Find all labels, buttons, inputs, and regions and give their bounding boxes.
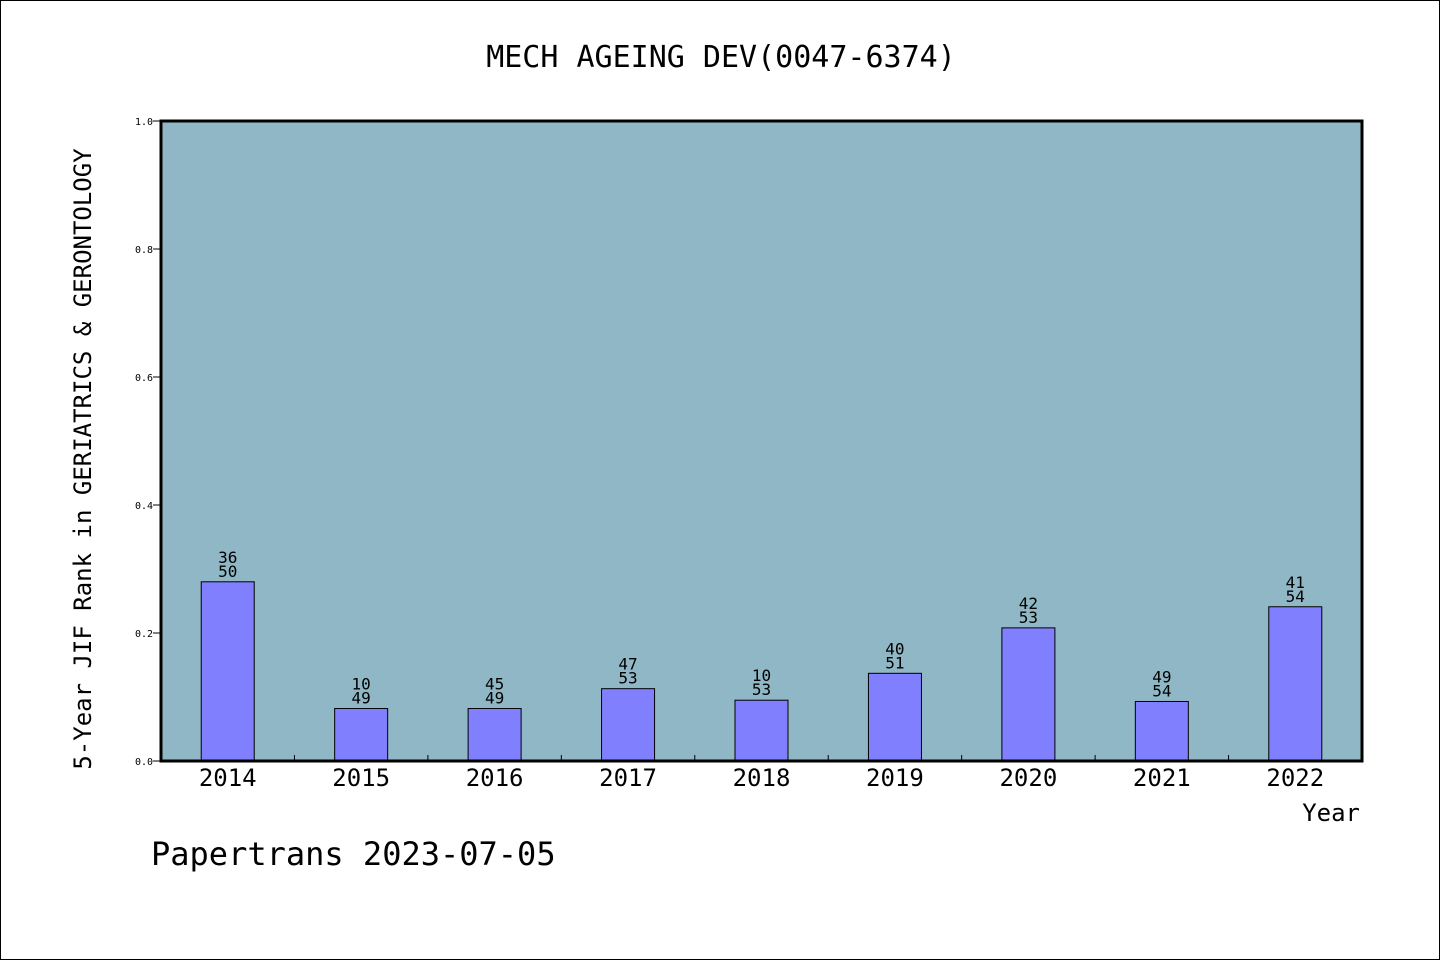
bar (734, 699, 789, 762)
bar-label-rank: 41 (1286, 573, 1305, 592)
x-axis-label: Year (1302, 799, 1360, 827)
bar-label-total: 54 (1286, 587, 1305, 606)
bar-label-rank: 42 (1019, 594, 1038, 613)
x-tick-label: 2018 (733, 764, 791, 792)
y-axis-label: 5-Year JIF Rank in GERIATRICS & GERONTOL… (69, 148, 97, 770)
footer-credit: Papertrans 2023-07-05 (151, 835, 556, 873)
x-tick-label: 2016 (466, 764, 524, 792)
bar-label-total: 53 (618, 669, 637, 688)
bar-label-total: 49 (485, 689, 504, 708)
x-tick-label: 2020 (999, 764, 1057, 792)
bar (1001, 627, 1056, 762)
bar-label-total: 53 (1019, 608, 1038, 627)
bar-label-total: 49 (352, 689, 371, 708)
bar-label-rank: 10 (752, 666, 771, 685)
bar (601, 688, 656, 762)
x-tick-label: 2014 (199, 764, 257, 792)
y-tick-label: 0.8 (135, 245, 153, 256)
y-tick-label: 0.4 (135, 501, 153, 512)
bar (467, 708, 522, 762)
bar (334, 708, 389, 762)
y-tick-label: 0.0 (135, 757, 153, 768)
y-tick-label: 0.6 (135, 373, 153, 384)
y-tick-label: 0.2 (135, 629, 153, 640)
plot-area (161, 121, 1362, 761)
bar-label-total: 51 (885, 653, 904, 672)
bar-label-total: 54 (1152, 681, 1171, 700)
x-tick-label: 2022 (1266, 764, 1324, 792)
bar-label-rank: 40 (885, 639, 904, 658)
x-tick-label: 2017 (599, 764, 657, 792)
bar-label-rank: 49 (1152, 667, 1171, 686)
x-tick-label: 2019 (866, 764, 924, 792)
x-tick-label: 2021 (1133, 764, 1191, 792)
bar (200, 581, 255, 762)
bar-label-rank: 10 (352, 675, 371, 694)
bar-label-total: 53 (752, 680, 771, 699)
plot-border (159, 119, 1364, 763)
x-tick-label: 2015 (332, 764, 390, 792)
bar (1134, 700, 1189, 762)
bar (867, 672, 922, 762)
y-tick-label: 1.0 (135, 117, 153, 128)
bar-label-rank: 45 (485, 675, 504, 694)
chart-title: MECH AGEING DEV(0047-6374) (486, 40, 956, 75)
bar-label-rank: 47 (618, 655, 637, 674)
bar-label-total: 50 (218, 562, 237, 581)
bar-label-rank: 36 (218, 548, 237, 567)
bar (1268, 606, 1323, 762)
